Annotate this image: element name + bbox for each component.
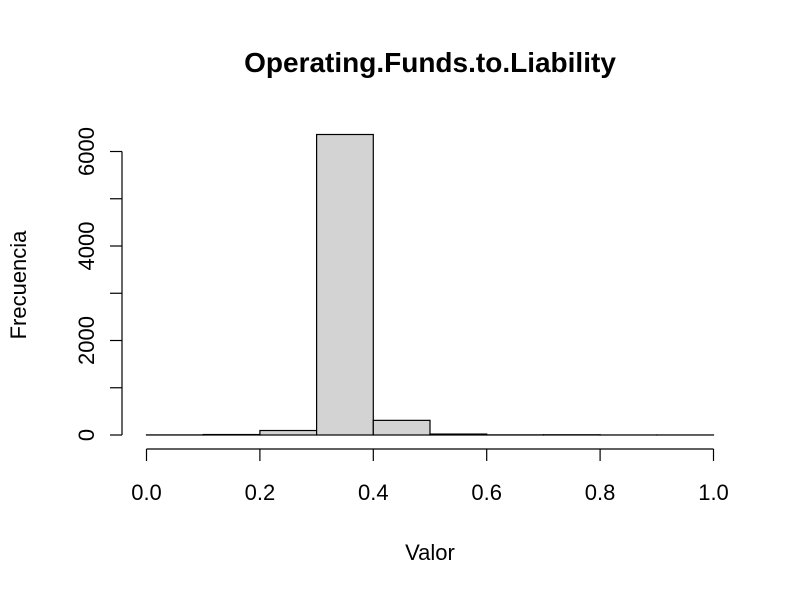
y-axis-label: Frecuencia — [6, 230, 31, 340]
y-tick-label: 6000 — [74, 127, 99, 176]
histogram-bar — [316, 133, 374, 436]
x-tick-label: 0.4 — [358, 480, 389, 505]
y-tick-label: 0 — [74, 429, 99, 441]
y-tick-label: 2000 — [74, 316, 99, 365]
x-tick-label: 1.0 — [698, 480, 729, 505]
x-axis: 0.0 0.2 0.4 0.6 0.8 1.0 — [131, 448, 729, 505]
x-axis-label: Valor — [405, 540, 455, 565]
x-tick-label: 0.8 — [585, 480, 616, 505]
bars-layer — [145, 133, 715, 436]
x-tick-label: 0.2 — [245, 480, 276, 505]
histogram-bar — [259, 429, 318, 436]
histogram-bar — [429, 433, 488, 436]
x-tick-label: 0.6 — [471, 480, 502, 505]
y-tick-label: 4000 — [74, 222, 99, 271]
x-tick-label: 0.0 — [131, 480, 162, 505]
chart-title: Operating.Funds.to.Liability — [244, 47, 616, 78]
histogram-bar — [372, 419, 431, 436]
y-axis: 0 2000 4000 6000 — [74, 127, 123, 441]
